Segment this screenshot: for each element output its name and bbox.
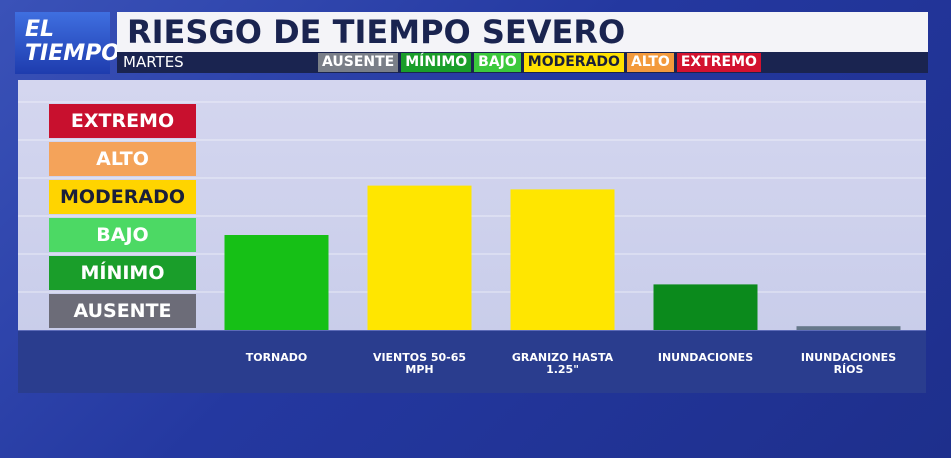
legend-item: MODERADO	[523, 53, 624, 72]
x-tick-label: INUNDACIONES RÍOS	[800, 351, 897, 376]
y-tick-label: AUSENTE	[49, 294, 196, 328]
legend-item: AUSENTE	[318, 53, 399, 72]
x-tick-label: TORNADO	[245, 351, 308, 364]
chart-title: RIESGO DE TIEMPO SEVERO	[117, 12, 928, 52]
subtitle-bar: MARTES AUSENTE MÍNIMO BAJO MODERADO ALTO EXTR…	[117, 52, 928, 73]
category-band	[18, 330, 926, 393]
x-tick-label: GRANIZO HASTA 1.25"	[511, 351, 614, 376]
bar	[653, 284, 758, 330]
legend: AUSENTE MÍNIMO BAJO MODERADO ALTO EXTREMO	[318, 53, 761, 72]
logo: EL TIEMPO	[15, 12, 120, 74]
y-tick-label: ALTO	[49, 142, 196, 176]
x-tick-label: VIENTOS 50-65 MPH	[372, 351, 467, 376]
logo-line: TIEMPO	[25, 41, 120, 66]
y-tick-label: MÍNIMO	[49, 256, 196, 290]
y-tick-label: MODERADO	[49, 180, 196, 214]
bar	[367, 185, 472, 330]
legend-item: BAJO	[474, 53, 521, 72]
logo-line: EL	[25, 17, 55, 42]
x-tick-label: INUNDACIONES	[657, 351, 754, 364]
bar	[224, 235, 329, 330]
legend-item: ALTO	[626, 53, 674, 72]
y-tick-label: EXTREMO	[49, 104, 196, 138]
bar	[510, 189, 615, 330]
subtitle: MARTES	[123, 53, 184, 71]
y-tick-label: BAJO	[49, 218, 196, 252]
legend-item: MÍNIMO	[401, 53, 472, 72]
bar	[796, 326, 901, 330]
legend-item: EXTREMO	[676, 53, 761, 72]
